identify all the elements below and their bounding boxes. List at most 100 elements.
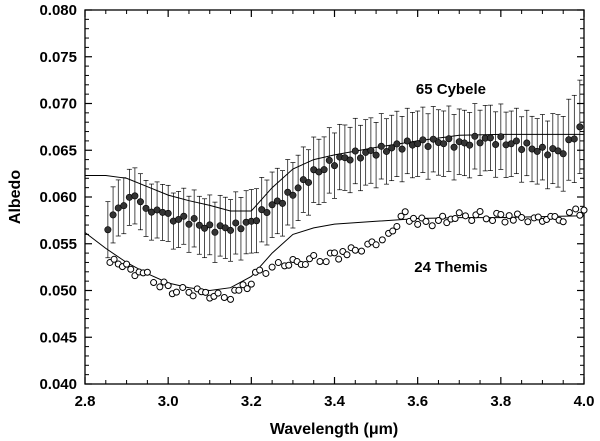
65-cybele-point (429, 135, 437, 143)
24-themis-point (428, 222, 436, 230)
24-themis-point (150, 279, 158, 287)
24-themis-point (322, 258, 330, 266)
65-cybele-point (576, 123, 584, 131)
y-tick-label: 0.045 (39, 329, 77, 346)
y-tick-label: 0.075 (39, 49, 77, 66)
y-tick-label: 0.050 (39, 283, 77, 300)
65-cybele-point (554, 147, 562, 155)
24-themis-point (262, 269, 270, 277)
65-cybele-point (142, 204, 150, 212)
24-themis-point (274, 259, 282, 267)
24-themis-point (239, 281, 247, 289)
24-themis-point (461, 212, 469, 220)
24-themis-point (172, 288, 180, 296)
24-themis-point (243, 285, 251, 293)
24-themis-point (482, 215, 490, 223)
24-themis-point (455, 209, 463, 217)
65-cybele-point (131, 192, 139, 200)
x-axis-title: Wavelength (μm) (270, 421, 398, 438)
65-cybele-point (164, 209, 172, 217)
24-themis-point (164, 282, 172, 290)
65-cybele-point (356, 154, 364, 162)
65-cybele-point (538, 143, 546, 151)
y-tick-label: 0.060 (39, 189, 77, 206)
24-themis-point (235, 286, 243, 294)
65-cybele-point (377, 142, 385, 150)
65-cybele-point (195, 221, 203, 229)
x-tick-label: 4.0 (574, 393, 595, 410)
24-themis-point (127, 265, 135, 273)
annotation-label: 65 Cybele (416, 81, 486, 98)
65-cybele-point (263, 209, 271, 217)
24-themis-point (476, 207, 484, 215)
x-tick-label: 3.2 (241, 393, 262, 410)
65-cybele-point (492, 141, 500, 149)
24-themis-point (439, 212, 447, 220)
65-cybele-point (104, 226, 112, 234)
65-cybele-point (559, 150, 567, 158)
65-cybele-point (201, 224, 209, 232)
24-themis-point (179, 283, 187, 291)
24-themis-point (518, 213, 526, 221)
65-cybele-point (419, 136, 427, 144)
24-themis-point (576, 211, 584, 219)
65-cybele-point (232, 219, 240, 227)
65-cybele-point (424, 142, 432, 150)
65-cybele-point (284, 188, 292, 196)
24-themis-point (434, 216, 442, 224)
65-cybele-point (120, 202, 128, 210)
24-themis-point (422, 217, 430, 225)
65-cybele-point (523, 139, 531, 147)
y-tick-label: 0.070 (39, 96, 77, 113)
65-cybele-point (253, 217, 261, 225)
24-themis-point (497, 211, 505, 219)
65-cybele-point (109, 211, 117, 219)
65-cybele-point (450, 143, 458, 151)
65-cybele-point (388, 144, 396, 152)
65-cybele-point (294, 184, 302, 192)
x-tick-label: 2.8 (75, 393, 96, 410)
24-themis-point (489, 217, 497, 225)
65-cybele-point (570, 135, 578, 143)
24-themis-point (393, 222, 401, 230)
y-axis-title: Albedo (7, 170, 24, 224)
24-themis-point (580, 206, 588, 214)
24-themis-point (202, 288, 210, 296)
24-themis-point (331, 249, 338, 257)
24-themis-point (372, 241, 380, 249)
error-bars (105, 79, 583, 263)
65-cybele-point (325, 156, 333, 164)
65-cybele-point (175, 215, 183, 223)
24-themis-point (389, 227, 397, 235)
65-cybele-point (533, 147, 541, 155)
24-themis-point (501, 218, 509, 226)
24-themis-point (214, 289, 222, 297)
65-cybele-point (403, 137, 411, 145)
65-cybele-point (372, 151, 380, 159)
65-cybele-point (346, 156, 354, 164)
65-cybele-point (367, 147, 375, 155)
65-cybele-point (289, 191, 297, 199)
24-themis-point (397, 212, 405, 220)
24-themis-point (414, 220, 422, 228)
24-themis-point (256, 266, 264, 274)
x-tick-label: 3.4 (324, 393, 346, 410)
65-cybele-point (512, 137, 520, 145)
65-cybele-point (206, 221, 214, 229)
24-themis-point (301, 260, 309, 268)
24-themis-point (227, 295, 235, 303)
24-themis-point (509, 216, 517, 224)
65-cybele-point (237, 225, 245, 233)
24-themis-point (505, 212, 513, 220)
x-tick-label: 3.0 (158, 393, 179, 410)
24-themis-point (451, 215, 459, 223)
65-cybele-point (398, 145, 406, 153)
data-points (104, 123, 588, 303)
65-cybele-point (445, 135, 453, 143)
65-cybele-point (190, 214, 198, 222)
24-themis-point (572, 205, 580, 213)
series-annotations: 65 Cybele 24 Themis (414, 81, 487, 276)
24-themis-point (468, 216, 476, 224)
